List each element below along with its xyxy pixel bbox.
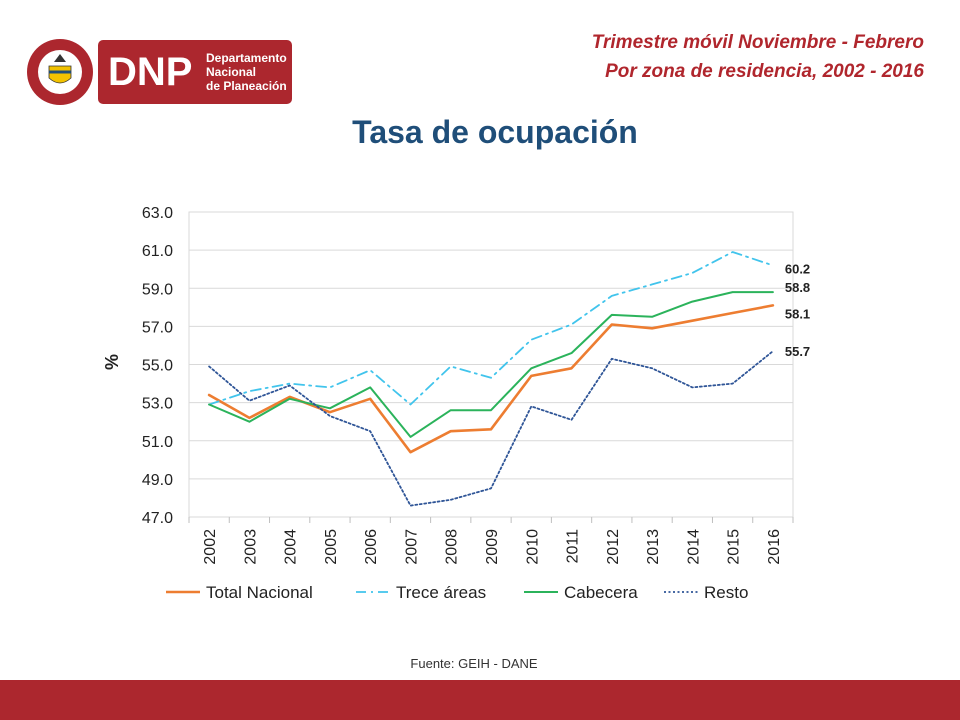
data-label: 60.2 [785, 261, 810, 276]
series-line [208, 291, 774, 438]
subtitle-line-2: Por zona de residencia, 2002 - 2016 [605, 61, 924, 82]
footer-bar [0, 680, 960, 720]
page-title: Tasa de ocupación [352, 114, 638, 150]
dnp-logo: DNP Departamento Nacional de Planeación [26, 38, 292, 106]
x-tick-label: 2016 [766, 529, 783, 565]
logo-acronym: DNP [108, 50, 192, 94]
x-tick-label: 2015 [726, 529, 743, 565]
x-tick-label: 2012 [605, 529, 622, 565]
y-tick-label: 59.0 [142, 281, 173, 298]
data-label: 58.1 [785, 306, 810, 321]
x-tick-label: 2009 [484, 529, 501, 565]
y-tick-label: 61.0 [142, 243, 173, 260]
x-tick-label: 2010 [524, 529, 541, 565]
legend-label: Resto [704, 583, 748, 602]
y-tick-label: 49.0 [142, 472, 173, 489]
x-tick-label: 2007 [403, 529, 420, 565]
source-note: Fuente: GEIH - DANE [410, 656, 538, 671]
line-chart: 47.0 49.0 51.0 53.0 55.0 57.0 59.0 61.0 63.0 2002… [96, 192, 876, 622]
y-tick-label: 55.0 [142, 358, 173, 375]
x-tick-label: 2002 [202, 529, 219, 565]
y-tick-label: 51.0 [142, 434, 173, 451]
x-tick-label: 2013 [645, 529, 662, 565]
y-tick-label: 63.0 [142, 205, 173, 222]
subtitle: Trimestre móvil Noviembre - Febrero Por … [592, 28, 924, 86]
data-label: 55.7 [785, 344, 810, 359]
x-tick-label: 2014 [685, 529, 702, 565]
subtitle-line-1: Trimestre móvil Noviembre - Febrero [591, 32, 924, 53]
legend-label: Total Nacional [206, 583, 313, 602]
x-tick-label: 2004 [283, 529, 300, 565]
data-label: 58.8 [785, 280, 810, 295]
series-line [208, 350, 774, 507]
series-line [208, 251, 774, 406]
y-tick-label: 53.0 [142, 396, 173, 413]
y-tick-label: 57.0 [142, 319, 173, 336]
logo-line-2: Nacional [206, 65, 256, 79]
x-tick-label: 2006 [363, 529, 380, 565]
x-tick-label: 2003 [242, 529, 259, 565]
x-tick-label: 2008 [444, 529, 461, 565]
x-tick-label: 2005 [323, 529, 340, 565]
y-axis-label: % [102, 354, 122, 370]
logo-line-1: Departamento [206, 51, 287, 65]
x-tick-label: 2011 [565, 529, 582, 564]
legend-label: Trece áreas [396, 583, 486, 602]
logo-line-3: de Planeación [206, 79, 287, 93]
y-tick-label: 47.0 [142, 510, 173, 527]
legend-label: Cabecera [564, 583, 638, 602]
